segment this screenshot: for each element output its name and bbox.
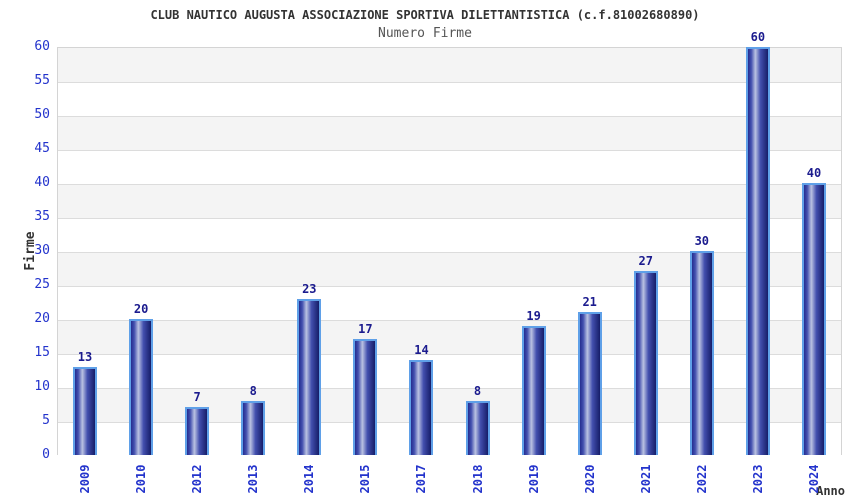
bar-2021 bbox=[633, 271, 658, 455]
bar-2020 bbox=[577, 312, 602, 455]
plot-band bbox=[58, 354, 841, 388]
x-tick-label: 2021 bbox=[638, 464, 653, 494]
bar-2022 bbox=[689, 251, 714, 455]
x-tick-label: 2009 bbox=[78, 464, 93, 494]
y-tick-label: 5 bbox=[42, 413, 50, 428]
x-tick-label: 2022 bbox=[694, 464, 709, 494]
x-tick-label: 2010 bbox=[134, 464, 149, 494]
bar-2024 bbox=[801, 183, 826, 455]
x-axis-label: Anno bbox=[816, 484, 845, 498]
bar-2013 bbox=[241, 400, 266, 455]
y-tick-label: 35 bbox=[34, 209, 50, 224]
y-tick-label: 45 bbox=[34, 141, 50, 156]
y-tick-label: 40 bbox=[34, 175, 50, 190]
y-tick-label: 0 bbox=[42, 447, 50, 462]
y-tick-label: 55 bbox=[34, 73, 50, 88]
bar-value-label: 13 bbox=[77, 349, 93, 364]
bar-2009 bbox=[73, 366, 98, 455]
x-tick-label: 2015 bbox=[358, 464, 373, 494]
x-tick-label: 2013 bbox=[246, 464, 261, 494]
bar-value-label: 30 bbox=[694, 234, 710, 248]
y-tick-label: 25 bbox=[34, 277, 50, 292]
chart-subtitle: Numero Firme bbox=[378, 26, 472, 41]
y-tick-label: 20 bbox=[34, 311, 50, 326]
x-tick-label: 2023 bbox=[750, 464, 765, 494]
y-tick-label: 15 bbox=[34, 345, 50, 360]
bar-value-label: 21 bbox=[582, 295, 597, 310]
bar-value-label: 23 bbox=[302, 281, 317, 296]
plot-band bbox=[58, 150, 841, 184]
bar-2019 bbox=[521, 325, 546, 455]
bar-2023 bbox=[745, 47, 770, 455]
bar-2012 bbox=[185, 407, 210, 455]
y-tick-label: 30 bbox=[34, 243, 50, 258]
bar-value-label: 8 bbox=[249, 383, 257, 398]
x-tick-label: 2018 bbox=[470, 464, 485, 494]
plot-band bbox=[58, 320, 841, 354]
bar-value-label: 19 bbox=[526, 308, 541, 323]
bar-value-label: 14 bbox=[414, 342, 429, 357]
bar-2018 bbox=[465, 400, 490, 455]
plot-band bbox=[58, 48, 841, 82]
bar-value-label: 7 bbox=[193, 390, 201, 405]
chart-title: CLUB NAUTICO AUGUSTA ASSOCIAZIONE SPORTI… bbox=[150, 8, 700, 22]
plot-band bbox=[58, 82, 841, 116]
x-tick-label: 2012 bbox=[190, 464, 205, 494]
x-tick-label: 2014 bbox=[302, 464, 317, 494]
x-tick-label: 2024 bbox=[806, 464, 821, 494]
y-tick-label: 10 bbox=[34, 379, 50, 394]
bar-value-label: 27 bbox=[638, 254, 653, 269]
bar-value-label: 40 bbox=[806, 166, 822, 180]
plot-band bbox=[58, 422, 841, 456]
bar-2010 bbox=[129, 319, 154, 455]
x-tick-label: 2019 bbox=[526, 464, 541, 494]
bar-2015 bbox=[353, 339, 378, 455]
y-tick-label: 60 bbox=[34, 39, 50, 54]
plot-band bbox=[58, 184, 841, 218]
bar-2014 bbox=[297, 298, 322, 455]
plot-band bbox=[58, 286, 841, 320]
bar-value-label: 17 bbox=[358, 322, 373, 337]
x-tick-label: 2017 bbox=[414, 464, 429, 494]
bar-value-label: 8 bbox=[473, 383, 482, 398]
bar-2017 bbox=[409, 359, 434, 455]
plot-band bbox=[58, 252, 841, 286]
bar-value-label: 20 bbox=[133, 302, 149, 316]
plot-band bbox=[58, 218, 841, 252]
x-tick-label: 2020 bbox=[582, 464, 597, 494]
plot-area bbox=[57, 47, 842, 456]
y-tick-label: 50 bbox=[34, 107, 50, 122]
plot-band bbox=[58, 116, 841, 150]
bar-value-label: 60 bbox=[750, 30, 766, 44]
